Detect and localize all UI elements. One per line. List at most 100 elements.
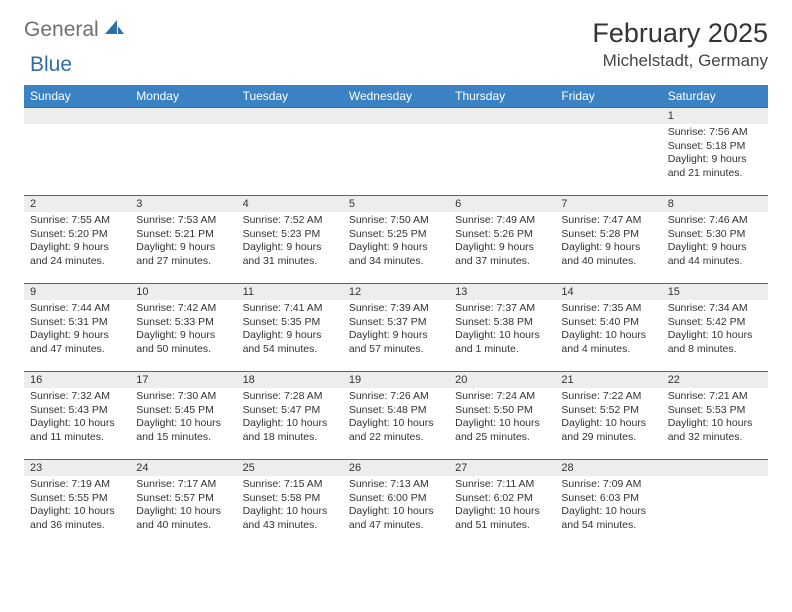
day-number: 2: [24, 196, 130, 212]
sunset-line: Sunset: 5:38 PM: [455, 316, 549, 330]
sunrise-line: Sunrise: 7:13 AM: [349, 478, 443, 492]
sunset-line: Sunset: 5:23 PM: [243, 228, 337, 242]
day-number: 19: [343, 372, 449, 388]
calendar-empty-cell: [343, 108, 449, 196]
sunrise-line: Sunrise: 7:34 AM: [668, 302, 762, 316]
calendar-day-cell: 26Sunrise: 7:13 AMSunset: 6:00 PMDayligh…: [343, 460, 449, 548]
calendar-day-cell: 4Sunrise: 7:52 AMSunset: 5:23 PMDaylight…: [237, 196, 343, 284]
calendar-body: 1Sunrise: 7:56 AMSunset: 5:18 PMDaylight…: [24, 108, 768, 548]
sunset-line: Sunset: 6:03 PM: [561, 492, 655, 506]
sunset-line: Sunset: 5:52 PM: [561, 404, 655, 418]
daylight-line: Daylight: 10 hours and 47 minutes.: [349, 505, 443, 532]
daylight-line: Daylight: 10 hours and 29 minutes.: [561, 417, 655, 444]
sunrise-line: Sunrise: 7:30 AM: [136, 390, 230, 404]
calendar-day-cell: 28 Sunrise: 7:09 AMSunset: 6:03 PMDayligh…: [555, 460, 661, 548]
day-number: 24: [130, 460, 236, 476]
daylight-line: Daylight: 9 hours and 44 minutes.: [668, 241, 762, 268]
calendar-empty-cell: [237, 108, 343, 196]
sunrise-line: Sunrise: 7:55 AM: [30, 214, 124, 228]
calendar-day-cell: 14Sunrise: 7:35 AMSunset: 5:40 PMDayligh…: [555, 284, 661, 372]
day-number: 4: [237, 196, 343, 212]
brand-sail-icon: [101, 18, 125, 42]
brand-part1: General: [24, 18, 99, 42]
day-number: 6: [449, 196, 555, 212]
daylight-line: Daylight: 10 hours and 43 minutes.: [243, 505, 337, 532]
daylight-line: Daylight: 9 hours and 47 minutes.: [30, 329, 124, 356]
sunrise-line: Sunrise: 7:39 AM: [349, 302, 443, 316]
calendar-day-cell: 25Sunrise: 7:15 AMSunset: 5:58 PMDayligh…: [237, 460, 343, 548]
daylight-line: Daylight: 9 hours and 37 minutes.: [455, 241, 549, 268]
calendar-day-cell: 1Sunrise: 7:56 AMSunset: 5:18 PMDaylight…: [662, 108, 768, 196]
sunset-line: Sunset: 5:35 PM: [243, 316, 337, 330]
sunset-line: Sunset: 5:50 PM: [455, 404, 549, 418]
daylight-line: Daylight: 10 hours and 18 minutes.: [243, 417, 337, 444]
calendar-week-row: 1Sunrise: 7:56 AMSunset: 5:18 PMDaylight…: [24, 108, 768, 196]
calendar-day-cell: 23Sunrise: 7:19 AMSunset: 5:55 PMDayligh…: [24, 460, 130, 548]
sunset-line: Sunset: 5:53 PM: [668, 404, 762, 418]
brand-logo: General: [24, 18, 127, 42]
day-number: [24, 108, 130, 124]
sunrise-line: Sunrise: 7:52 AM: [243, 214, 337, 228]
calendar-day-cell: 11Sunrise: 7:41 AMSunset: 5:35 PMDayligh…: [237, 284, 343, 372]
sunrise-line: Sunrise: 7:28 AM: [243, 390, 337, 404]
day-number: 27: [449, 460, 555, 476]
sunrise-line: Sunrise: 7:09 AM: [561, 478, 655, 492]
sunrise-line: Sunrise: 7:49 AM: [455, 214, 549, 228]
sunrise-line: Sunrise: 7:24 AM: [455, 390, 549, 404]
calendar-head: SundayMondayTuesdayWednesdayThursdayFrid…: [24, 85, 768, 108]
day-header: Monday: [130, 85, 236, 108]
sunrise-line: Sunrise: 7:35 AM: [561, 302, 655, 316]
day-number: 13: [449, 284, 555, 300]
calendar-day-cell: 8Sunrise: 7:46 AMSunset: 5:30 PMDaylight…: [662, 196, 768, 284]
calendar-day-cell: 6 Sunrise: 7:49 AMSunset: 5:26 PMDaylight…: [449, 196, 555, 284]
daylight-line: Daylight: 9 hours and 21 minutes.: [668, 153, 762, 180]
day-number: 16: [24, 372, 130, 388]
sunrise-line: Sunrise: 7:56 AM: [668, 126, 762, 140]
month-title: February 2025: [592, 18, 768, 49]
sunset-line: Sunset: 5:58 PM: [243, 492, 337, 506]
daylight-line: Daylight: 10 hours and 4 minutes.: [561, 329, 655, 356]
daylight-line: Daylight: 9 hours and 27 minutes.: [136, 241, 230, 268]
day-number: 8: [662, 196, 768, 212]
day-header: Thursday: [449, 85, 555, 108]
sunset-line: Sunset: 5:28 PM: [561, 228, 655, 242]
daylight-line: Daylight: 10 hours and 51 minutes.: [455, 505, 549, 532]
calendar-day-cell: 9Sunrise: 7:44 AMSunset: 5:31 PMDaylight…: [24, 284, 130, 372]
sunset-line: Sunset: 5:30 PM: [668, 228, 762, 242]
sunset-line: Sunset: 5:45 PM: [136, 404, 230, 418]
sunset-line: Sunset: 5:55 PM: [30, 492, 124, 506]
day-number: [449, 108, 555, 124]
sunset-line: Sunset: 5:57 PM: [136, 492, 230, 506]
sunset-line: Sunset: 5:25 PM: [349, 228, 443, 242]
sunset-line: Sunset: 5:20 PM: [30, 228, 124, 242]
daylight-line: Daylight: 10 hours and 25 minutes.: [455, 417, 549, 444]
calendar-empty-cell: [24, 108, 130, 196]
day-header: Friday: [555, 85, 661, 108]
location: Michelstadt, Germany: [592, 51, 768, 71]
calendar-day-cell: 20 Sunrise: 7:24 AMSunset: 5:50 PMDayligh…: [449, 372, 555, 460]
sunset-line: Sunset: 5:33 PM: [136, 316, 230, 330]
sunset-line: Sunset: 5:31 PM: [30, 316, 124, 330]
daylight-line: Daylight: 9 hours and 24 minutes.: [30, 241, 124, 268]
day-number: 10: [130, 284, 236, 300]
daylight-line: Daylight: 10 hours and 54 minutes.: [561, 505, 655, 532]
daylight-line: Daylight: 10 hours and 11 minutes.: [30, 417, 124, 444]
calendar-day-cell: 17Sunrise: 7:30 AMSunset: 5:45 PMDayligh…: [130, 372, 236, 460]
sunrise-line: Sunrise: 7:15 AM: [243, 478, 337, 492]
calendar-day-cell: 12Sunrise: 7:39 AMSunset: 5:37 PMDayligh…: [343, 284, 449, 372]
day-number: 28: [555, 460, 661, 476]
calendar-empty-cell: [555, 108, 661, 196]
day-number: [662, 460, 768, 476]
sunset-line: Sunset: 5:26 PM: [455, 228, 549, 242]
calendar-week-row: 16Sunrise: 7:32 AMSunset: 5:43 PMDayligh…: [24, 372, 768, 460]
calendar-empty-cell: [449, 108, 555, 196]
day-number: 22: [662, 372, 768, 388]
calendar-day-cell: 5Sunrise: 7:50 AMSunset: 5:25 PMDaylight…: [343, 196, 449, 284]
sunset-line: Sunset: 5:21 PM: [136, 228, 230, 242]
calendar-day-cell: 10Sunrise: 7:42 AMSunset: 5:33 PMDayligh…: [130, 284, 236, 372]
day-number: 20: [449, 372, 555, 388]
daylight-line: Daylight: 10 hours and 40 minutes.: [136, 505, 230, 532]
sunset-line: Sunset: 6:02 PM: [455, 492, 549, 506]
sunrise-line: Sunrise: 7:41 AM: [243, 302, 337, 316]
daylight-line: Daylight: 10 hours and 8 minutes.: [668, 329, 762, 356]
